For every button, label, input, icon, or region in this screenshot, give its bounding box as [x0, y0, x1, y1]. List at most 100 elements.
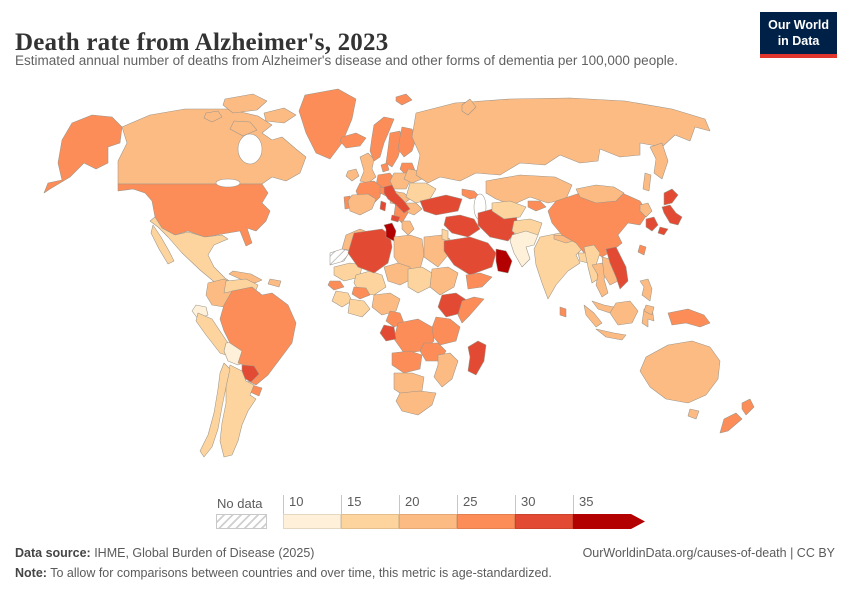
country-indonesia-borneo[interactable]	[609, 300, 639, 326]
arctic-island[interactable]	[263, 107, 297, 124]
legend-bin-35+[interactable]	[573, 514, 645, 529]
country-senegal[interactable]	[327, 280, 345, 291]
country-somalia[interactable]	[457, 296, 485, 324]
legend-tick-label: 25	[461, 494, 480, 509]
country-western-sahara[interactable]	[329, 248, 351, 266]
country-chad[interactable]	[407, 266, 433, 294]
country-ivory-ghana[interactable]	[347, 298, 371, 318]
kamchatka-peninsula[interactable]	[649, 142, 669, 180]
country-nigeria[interactable]	[371, 292, 401, 316]
country-new-zealand-south[interactable]	[719, 412, 743, 434]
owid-logo-line2: in Data	[777, 33, 820, 48]
country-malaysia[interactable]	[591, 300, 615, 314]
country-argentina[interactable]	[219, 364, 257, 458]
country-gabon[interactable]	[379, 324, 397, 342]
country-kenya-tanzania[interactable]	[429, 316, 461, 346]
legend-bin-10-15[interactable]	[283, 514, 341, 529]
tasmania-island[interactable]	[687, 408, 700, 420]
country-sri-lanka[interactable]	[559, 306, 567, 318]
sakhalin-island[interactable]	[642, 172, 652, 192]
owid-logo-line1: Our World	[768, 18, 829, 32]
legend-bin-20-25[interactable]	[399, 514, 457, 529]
country-mexico[interactable]	[149, 216, 236, 291]
legend-bin-30-35[interactable]	[515, 514, 573, 529]
arctic-island[interactable]	[203, 110, 223, 123]
legend-no-data-label: No data	[217, 496, 263, 511]
country-syria-iraq[interactable]	[443, 214, 481, 238]
world-choropleth-map	[0, 85, 850, 490]
country-indonesia-java[interactable]	[595, 328, 627, 341]
country-turkey[interactable]	[419, 194, 463, 216]
baja-california[interactable]	[150, 224, 175, 265]
country-united-kingdom[interactable]	[359, 152, 377, 184]
country-new-zealand-north[interactable]	[741, 398, 755, 416]
arctic-island[interactable]	[222, 93, 268, 114]
country-ireland[interactable]	[345, 168, 360, 182]
country-burkina-faso[interactable]	[351, 286, 371, 300]
country-iceland[interactable]	[339, 132, 367, 149]
country-vietnam[interactable]	[605, 246, 629, 290]
legend-tick-mark	[341, 495, 342, 528]
country-denmark[interactable]	[380, 162, 390, 173]
country-greece[interactable]	[401, 220, 415, 236]
country-italy-sicily[interactable]	[390, 214, 401, 223]
legend-bin-25-30[interactable]	[457, 514, 515, 529]
arctic-island[interactable]	[229, 120, 258, 137]
country-yemen[interactable]	[465, 272, 493, 290]
country-south-korea[interactable]	[645, 216, 659, 232]
country-angola[interactable]	[391, 350, 423, 374]
country-chile[interactable]	[199, 362, 231, 458]
data-source-line: Data source: IHME, Global Burden of Dise…	[15, 543, 314, 563]
country-philippines-mindanao[interactable]	[643, 304, 655, 316]
country-kyrgyz-tajik[interactable]	[527, 200, 547, 212]
country-russia[interactable]	[411, 97, 711, 184]
country-japan-honshu[interactable]	[661, 204, 683, 226]
country-alaska[interactable]	[43, 114, 123, 194]
owid-logo[interactable]: Our World in Data	[760, 12, 837, 59]
country-madagascar[interactable]	[467, 340, 487, 376]
country-australia[interactable]	[639, 340, 721, 404]
country-hispaniola[interactable]	[267, 278, 282, 288]
country-caucasus[interactable]	[461, 188, 481, 200]
country-pakistan[interactable]	[509, 230, 539, 268]
legend-tick-label: 10	[287, 494, 306, 509]
credit-link[interactable]: OurWorldinData.org/causes-of-death | CC …	[582, 546, 835, 560]
legend-bin-15-20[interactable]	[341, 514, 399, 529]
country-israel-jordan[interactable]	[441, 228, 449, 242]
country-south-africa[interactable]	[395, 390, 437, 416]
legend-no-data-swatch[interactable]	[216, 514, 267, 529]
country-sweden[interactable]	[385, 130, 403, 168]
country-guinea-region[interactable]	[331, 290, 353, 308]
great-lakes	[215, 178, 241, 188]
country-indonesia-sumatra[interactable]	[583, 304, 603, 328]
country-italy[interactable]	[383, 184, 411, 214]
country-mongolia[interactable]	[575, 184, 625, 204]
novaya-zemlya[interactable]	[461, 98, 477, 116]
country-italy-sardinia[interactable]	[379, 200, 387, 212]
country-spain[interactable]	[347, 193, 377, 216]
country-kazakhstan[interactable]	[485, 174, 573, 206]
data-source-label: Data source:	[15, 546, 91, 560]
country-philippines-luzon[interactable]	[639, 278, 653, 302]
hudson-bay	[237, 133, 263, 165]
country-brazil[interactable]	[219, 286, 297, 386]
country-saudi-arabia[interactable]	[443, 236, 497, 276]
country-libya[interactable]	[393, 234, 425, 272]
country-papua-new-guinea[interactable]	[667, 308, 711, 328]
note-label: Note:	[15, 566, 47, 580]
country-svalbard[interactable]	[395, 93, 413, 106]
country-mozambique-zimbabwe[interactable]	[433, 352, 459, 388]
country-oman[interactable]	[495, 248, 513, 274]
country-sudan[interactable]	[429, 266, 459, 296]
country-greenland[interactable]	[298, 88, 357, 160]
country-japan-kyushu[interactable]	[657, 226, 669, 236]
country-algeria[interactable]	[347, 228, 393, 274]
country-norway[interactable]	[369, 116, 395, 162]
country-cuba[interactable]	[228, 270, 263, 284]
country-japan-hokkaido[interactable]	[663, 188, 679, 206]
country-taiwan[interactable]	[637, 244, 647, 256]
country-north-korea[interactable]	[639, 202, 653, 218]
country-united-states[interactable]	[117, 183, 271, 247]
country-finland[interactable]	[397, 126, 417, 158]
country-central-asia[interactable]	[491, 200, 527, 220]
